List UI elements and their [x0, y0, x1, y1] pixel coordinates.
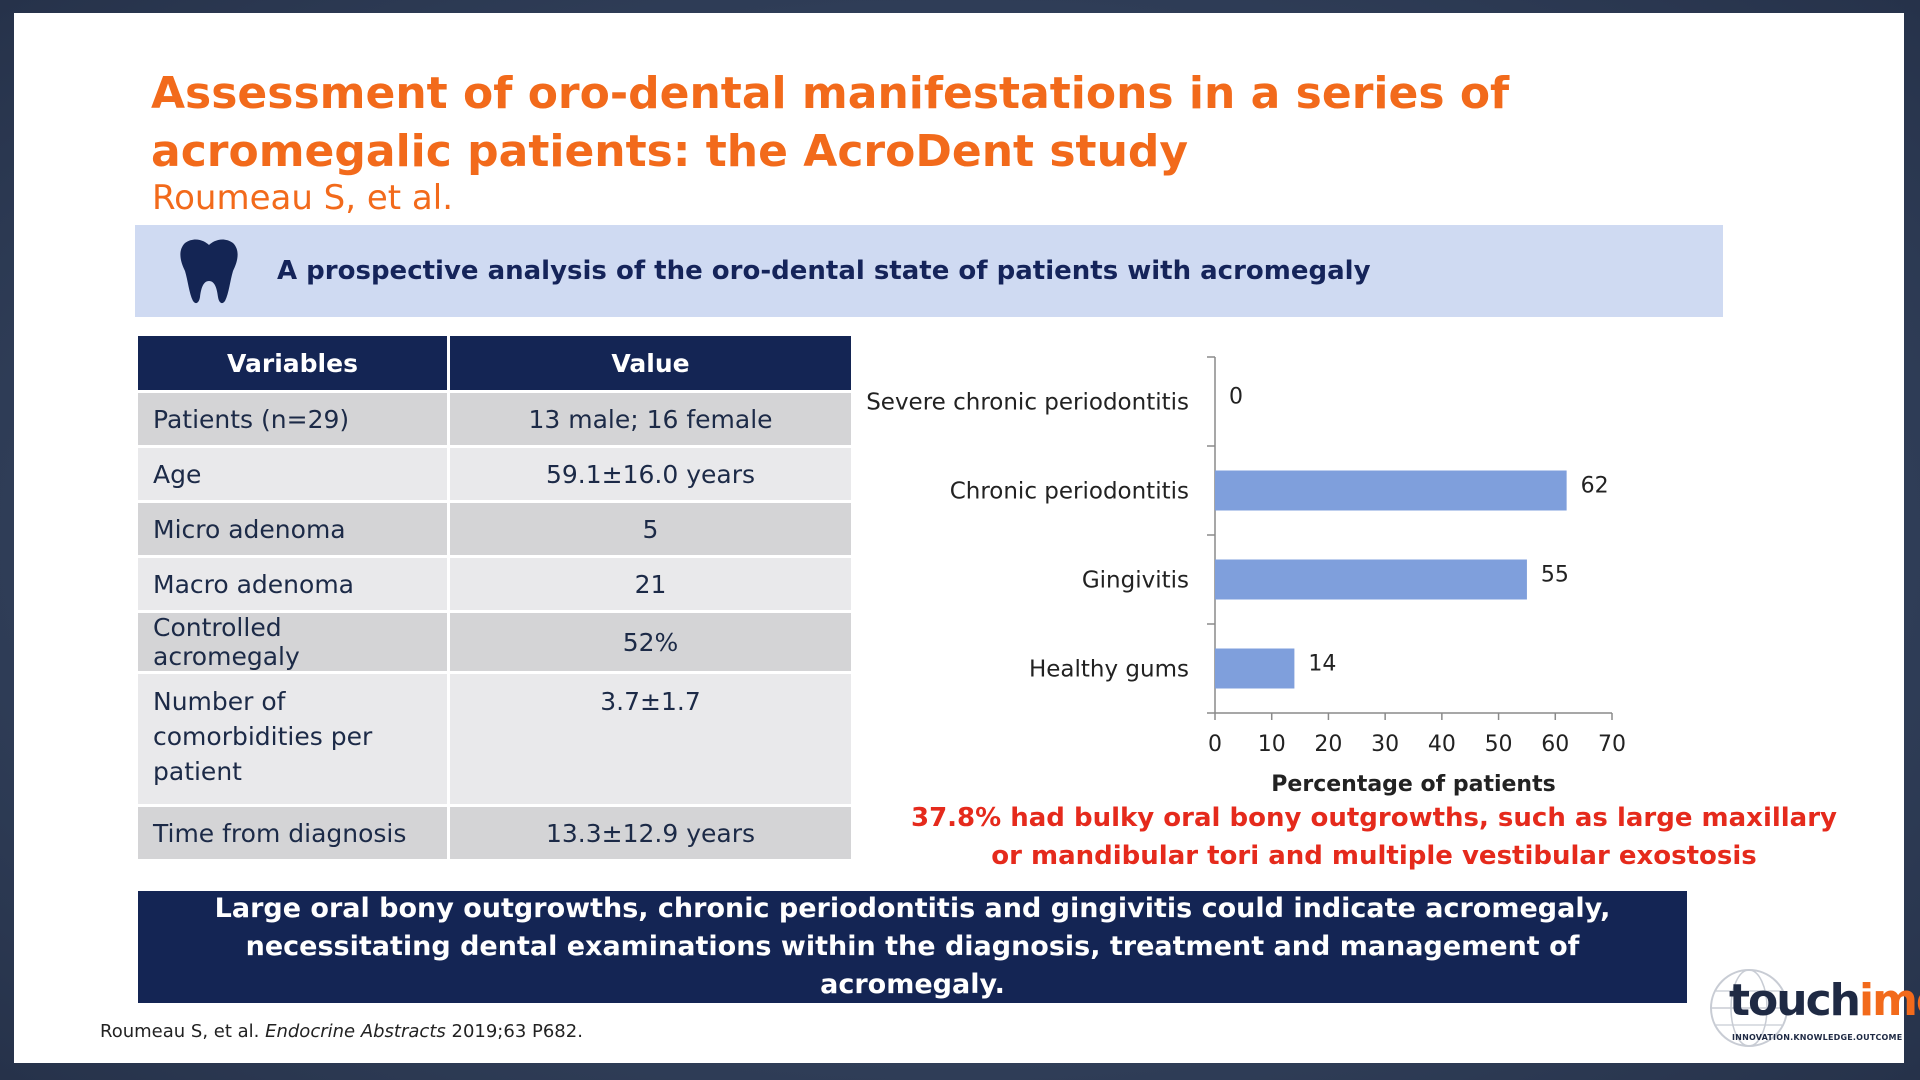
- category-label: Gingivitis: [1082, 568, 1189, 594]
- conclusion-box: Large oral bony outgrowths, chronic peri…: [138, 891, 1687, 1003]
- logo-ime: ime: [1859, 975, 1920, 1026]
- table-header-row: Variables Value: [135, 333, 854, 393]
- logo-touch: touch: [1729, 975, 1861, 1026]
- data-label: 14: [1308, 652, 1336, 677]
- table-row: Age 59.1±16.0 years: [135, 445, 854, 503]
- data-label: 62: [1581, 474, 1609, 499]
- logo-tagline: INNOVATION.KNOWLEDGE.OUTCOME: [1732, 1033, 1903, 1042]
- variable-cell: Time from diagnosis: [135, 804, 450, 862]
- x-tick-label: 10: [1258, 732, 1286, 757]
- x-tick-label: 60: [1541, 732, 1569, 757]
- table-row: Patients (n=29) 13 male; 16 female: [135, 390, 854, 448]
- conclusion-text: Large oral bony outgrowths, chronic peri…: [214, 893, 1611, 1000]
- value-cell: 5: [447, 500, 854, 558]
- header-variables: Variables: [135, 333, 450, 393]
- data-label: 0: [1229, 385, 1243, 410]
- bar: [1215, 648, 1295, 689]
- reference-authors: Roumeau S, et al.: [100, 1021, 266, 1042]
- x-tick-label: 0: [1208, 732, 1222, 757]
- bony-outgrowth-callout: 37.8% had bulky oral bony outgrowths, su…: [911, 803, 1837, 871]
- logo-wordmark: touchime: [1729, 975, 1920, 1026]
- slide: Assessment of oro-dental manifestations …: [14, 13, 1920, 1063]
- variable-cell: Micro adenoma: [135, 500, 450, 558]
- slide-authors: Roumeau S, et al.: [152, 178, 454, 218]
- value-cell: 21: [447, 555, 854, 613]
- x-tick-label: 70: [1598, 732, 1626, 757]
- bar: [1215, 470, 1567, 511]
- variable-cell: Patients (n=29): [135, 390, 450, 448]
- reference-citation: Roumeau S, et al. Endocrine Abstracts 20…: [100, 1021, 583, 1042]
- x-tick-label: 50: [1485, 732, 1513, 757]
- tooth-icon: [180, 239, 238, 304]
- table-row: Number of comorbidities per patient 3.7±…: [135, 671, 854, 807]
- study-banner: A prospective analysis of the oro-dental…: [135, 225, 1723, 317]
- banner-text: A prospective analysis of the oro-dental…: [277, 256, 1371, 286]
- value-cell: 52%: [447, 610, 854, 674]
- touchime-logo: touchime INNOVATION.KNOWLEDGE.OUTCOME: [1704, 963, 1920, 1053]
- table-row: Controlled acromegaly 52%: [135, 610, 854, 674]
- category-label: Severe chronic periodontitis: [867, 390, 1189, 416]
- globe-icon: [1710, 969, 1788, 1047]
- variable-cell: Number of comorbidities per patient: [135, 671, 450, 807]
- table-row: Macro adenoma 21: [135, 555, 854, 613]
- variable-cell: Controlled acromegaly: [135, 610, 450, 674]
- category-label: Chronic periodontitis: [950, 479, 1189, 505]
- x-tick-label: 40: [1428, 732, 1456, 757]
- reference-journal: Endocrine Abstracts: [265, 1021, 446, 1042]
- table-row: Micro adenoma 5: [135, 500, 854, 558]
- x-tick-label: 30: [1371, 732, 1399, 757]
- value-cell: 3.7±1.7: [447, 671, 854, 807]
- table-row: Time from diagnosis 13.3±12.9 years: [135, 804, 854, 862]
- header-value: Value: [447, 333, 854, 393]
- value-cell: 13.3±12.9 years: [447, 804, 854, 862]
- x-axis-title: Percentage of patients: [1271, 772, 1555, 797]
- reference-details: 2019;63 P682.: [445, 1021, 583, 1042]
- periodontal-status-bar-chart: Severe chronic periodontitis 0 Chronic per…: [867, 356, 1626, 797]
- category-label: Healthy gums: [1029, 657, 1189, 683]
- variable-cell: Age: [135, 445, 450, 503]
- value-cell: 59.1±16.0 years: [447, 445, 854, 503]
- slide-title: Assessment of oro-dental manifestations …: [151, 68, 1510, 177]
- variable-cell: Macro adenoma: [135, 555, 450, 613]
- bar: [1215, 559, 1527, 600]
- x-tick-label: 20: [1314, 732, 1342, 757]
- patient-characteristics-table: Variables Value Patients (n=29) 13 male;…: [135, 333, 854, 862]
- data-label: 55: [1541, 563, 1569, 588]
- value-cell: 13 male; 16 female: [447, 390, 854, 448]
